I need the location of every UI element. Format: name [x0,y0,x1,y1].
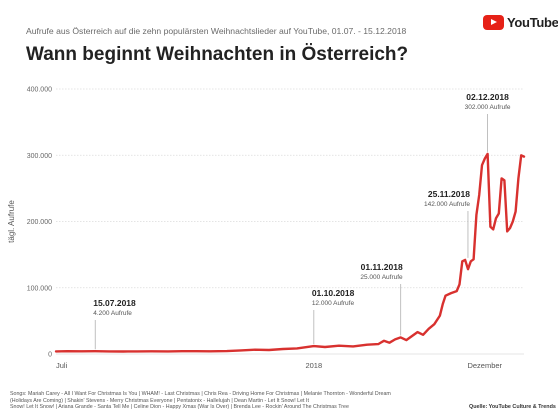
y-tick-label: 200.000 [27,219,52,226]
annotation-date-label: 01.11.2018 [361,262,403,272]
y-tick-label: 0 [48,352,52,359]
annotation-value-label: 25.000 Aufrufe [360,274,403,281]
songs-line-1: Songs: Mariah Carey - All I Want For Chr… [10,391,391,397]
annotation-value-label: 142.000 Aufrufe [424,201,470,208]
chart-title: Wann beginnt Weihnachten in Österreich? [26,44,409,65]
songs-footnote: Songs: Mariah Carey - All I Want For Chr… [10,391,460,411]
youtube-play-icon [483,15,504,30]
annotation-date-label: 02.12.2018 [466,92,509,102]
y-tick-label: 100.000 [27,285,52,292]
annotation-date-label: 01.10.2018 [312,288,355,298]
x-tick-label: 2018 [305,361,322,370]
annotation-value-label: 12.000 Aufrufe [312,300,355,307]
series-line [54,152,526,353]
youtube-logo: YouTube [483,15,558,30]
songs-line-2: (Holidays Are Coming) | Shakin' Stevens … [10,397,309,404]
annotation-date-label: 15.07.2018 [93,298,136,308]
x-tick-label: Dezember [467,361,502,370]
songs-line-3: Snow! Let It Snow! | Ariana Grande - San… [10,404,349,411]
youtube-logo-text: YouTube [507,15,558,30]
y-axis-label: tägl. Aufrufe [7,200,16,243]
x-tick-label: Juli [56,361,68,370]
chart-subtitle: Aufrufe aus Österreich auf die zehn popu… [26,26,407,36]
y-tick-label: 400.000 [27,87,52,94]
annotation-value-label: 302.000 Aufrufe [465,104,511,111]
y-tick-label: 300.000 [27,153,52,160]
annotation-date-label: 25.11.2018 [428,189,470,199]
annotation-value-label: 4.200 Aufrufe [93,310,132,317]
source-note: Quelle: YouTube Culture & Trends [469,404,556,410]
